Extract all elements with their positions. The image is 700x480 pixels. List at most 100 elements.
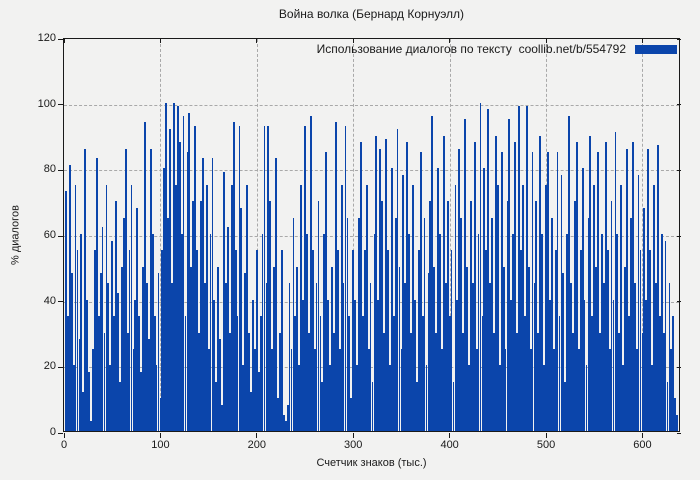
v-gridline <box>256 39 258 431</box>
y-tick-label: 0 <box>49 426 56 438</box>
legend-label: Использование диалогов по тексту coollib… <box>316 42 626 56</box>
x-tick-label: 0 <box>60 439 68 451</box>
y-tick-left <box>58 366 63 368</box>
bar <box>506 201 509 431</box>
x-tick-bottom <box>449 433 451 438</box>
bar <box>610 201 613 431</box>
y-tick-label: 100 <box>37 97 56 110</box>
bar <box>149 148 152 431</box>
bar <box>136 207 139 431</box>
bar <box>645 299 648 431</box>
y-tick-right <box>677 169 681 171</box>
bar <box>597 151 599 431</box>
bar <box>176 105 179 431</box>
bar <box>165 102 168 431</box>
bar <box>608 348 611 431</box>
bar <box>496 184 499 431</box>
bar <box>651 365 653 431</box>
bar <box>155 365 158 431</box>
bar <box>130 184 133 431</box>
bar <box>68 165 71 431</box>
bar <box>448 316 451 431</box>
y-tick-label: 40 <box>43 294 56 307</box>
bar <box>82 391 85 431</box>
bar <box>510 299 513 431</box>
bar <box>74 184 77 431</box>
bar <box>244 273 247 431</box>
bar <box>444 283 447 431</box>
bar <box>72 365 75 431</box>
bar <box>435 332 438 431</box>
bar <box>279 332 281 431</box>
bar <box>199 201 202 431</box>
bar <box>223 171 225 431</box>
bar <box>629 217 632 431</box>
bar <box>267 125 270 431</box>
bar <box>117 293 119 431</box>
bar <box>313 348 316 431</box>
bar <box>90 421 92 431</box>
bar <box>554 250 557 431</box>
bar <box>228 332 231 431</box>
bar <box>525 105 528 431</box>
bar <box>581 168 584 431</box>
bar <box>236 316 239 431</box>
bar <box>294 316 297 431</box>
bar <box>282 414 285 431</box>
bar <box>173 102 175 431</box>
bar <box>672 316 675 431</box>
bar <box>527 266 530 431</box>
x-tick-top <box>545 39 547 43</box>
bar <box>388 365 391 431</box>
bar <box>479 102 482 431</box>
bar <box>431 115 434 431</box>
bar <box>408 234 411 431</box>
bar <box>182 115 185 431</box>
legend: Использование диалогов по тексту coollib… <box>317 42 677 56</box>
x-tick-label: 100 <box>151 439 170 451</box>
x-tick-label: 300 <box>344 439 363 451</box>
bar <box>361 316 364 431</box>
bar <box>662 332 665 431</box>
bar <box>656 145 659 431</box>
bar <box>159 398 162 431</box>
bar <box>198 332 200 431</box>
bar <box>550 217 553 431</box>
bar <box>311 250 314 431</box>
bar <box>545 184 547 431</box>
bar <box>257 371 260 431</box>
x-tick-top <box>63 39 65 43</box>
bar <box>306 234 308 431</box>
bar <box>99 273 102 431</box>
bar <box>433 266 436 431</box>
bar <box>65 191 67 431</box>
bar <box>394 217 397 431</box>
chart-title: Война волка (Бернард Корнуэлл) <box>278 7 465 21</box>
bar <box>653 184 655 431</box>
bar <box>381 201 384 431</box>
y-tick-right <box>677 366 681 368</box>
bar <box>373 234 376 431</box>
bar <box>533 283 536 431</box>
bar <box>577 348 580 431</box>
bar <box>107 283 110 431</box>
bar <box>460 217 463 431</box>
bar <box>354 299 357 431</box>
bar <box>201 158 204 431</box>
bar <box>115 201 117 431</box>
bar <box>539 135 542 431</box>
bar <box>628 316 630 431</box>
bar <box>221 404 223 431</box>
bar <box>358 217 360 431</box>
x-tick-top <box>641 39 643 43</box>
y-tick-left <box>58 104 63 106</box>
x-tick-top <box>449 39 451 43</box>
bar <box>579 250 582 431</box>
bar <box>595 266 598 431</box>
bar <box>296 266 299 431</box>
bar <box>520 250 522 431</box>
bar <box>450 250 453 431</box>
bar <box>543 365 545 431</box>
y-tick-right <box>677 301 681 303</box>
